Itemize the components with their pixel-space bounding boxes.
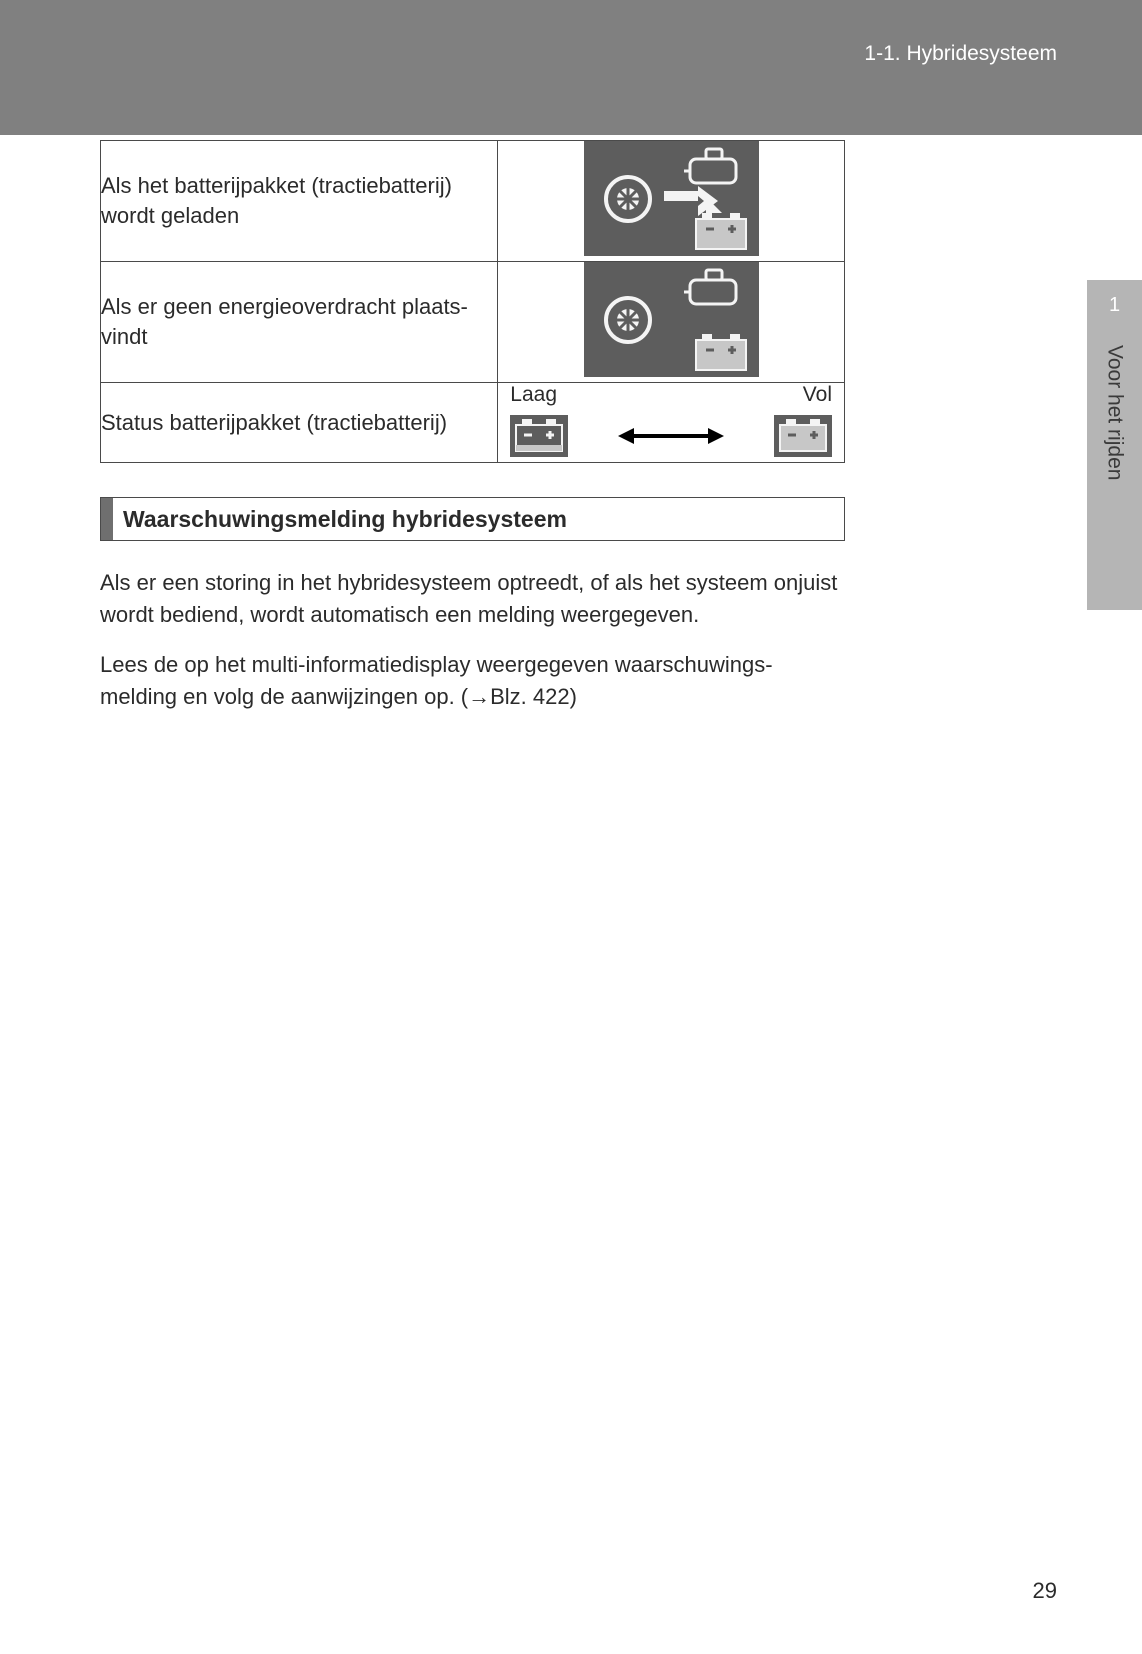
- chapter-title: Voor het rijden: [1103, 345, 1127, 480]
- paragraph-2: Lees de op het multi-informatiedisplay w…: [100, 649, 845, 713]
- content-area: Als het batterijpakket (tractiebatterij)…: [100, 140, 845, 713]
- paragraph-1: Als er een storing in het hybridesysteem…: [100, 567, 845, 631]
- energy-flow-none-icon: [584, 262, 759, 382]
- header-band: 1-1. Hybridesysteem: [0, 0, 1142, 135]
- right-arrow-icon: →: [468, 684, 490, 709]
- row2-description: Als er geen energieoverdracht plaats-vin…: [101, 262, 498, 383]
- info-table: Als het batterijpakket (tractiebatterij)…: [100, 140, 845, 463]
- battery-status-row: [498, 415, 844, 462]
- battery-low-icon: [510, 415, 568, 462]
- row2-diagram-cell: [498, 262, 845, 383]
- page-number: 29: [1033, 1578, 1057, 1604]
- header-section-label: 1-1. Hybridesysteem: [864, 42, 1057, 66]
- table-row: Als het batterijpakket (tractiebatterij)…: [101, 141, 845, 262]
- double-arrow-icon: [616, 424, 726, 453]
- page: 1-1. Hybridesysteem 1 Voor het rijden Al…: [0, 0, 1142, 1654]
- section-header-bar: [101, 498, 113, 540]
- row1-description: Als het batterijpakket (tractiebatterij)…: [101, 141, 498, 262]
- row3-description: Status batterijpakket (tractiebatterij): [101, 383, 498, 463]
- section-title: Waarschuwingsmelding hybridesysteem: [113, 498, 844, 540]
- energy-flow-charging-icon: [584, 141, 759, 261]
- battery-full-icon: [774, 415, 832, 462]
- battery-status-labels: Laag Vol: [498, 383, 844, 415]
- paragraph-2-part1: Lees de op het multi-informatiedisplay w…: [100, 652, 773, 709]
- chapter-number: 1: [1109, 294, 1120, 317]
- table-row: Status batterijpakket (tractiebatterij) …: [101, 383, 845, 463]
- body-text: Als er een storing in het hybridesysteem…: [100, 567, 845, 713]
- row1-diagram-cell: [498, 141, 845, 262]
- battery-full-label: Vol: [803, 383, 832, 407]
- section-header: Waarschuwingsmelding hybridesysteem: [100, 497, 845, 541]
- row3-diagram-cell: Laag Vol: [498, 383, 845, 463]
- battery-low-label: Laag: [510, 383, 557, 407]
- side-chapter-tab: 1 Voor het rijden: [1087, 280, 1142, 610]
- paragraph-2-part2: Blz. 422): [490, 684, 577, 709]
- table-row: Als er geen energieoverdracht plaats-vin…: [101, 262, 845, 383]
